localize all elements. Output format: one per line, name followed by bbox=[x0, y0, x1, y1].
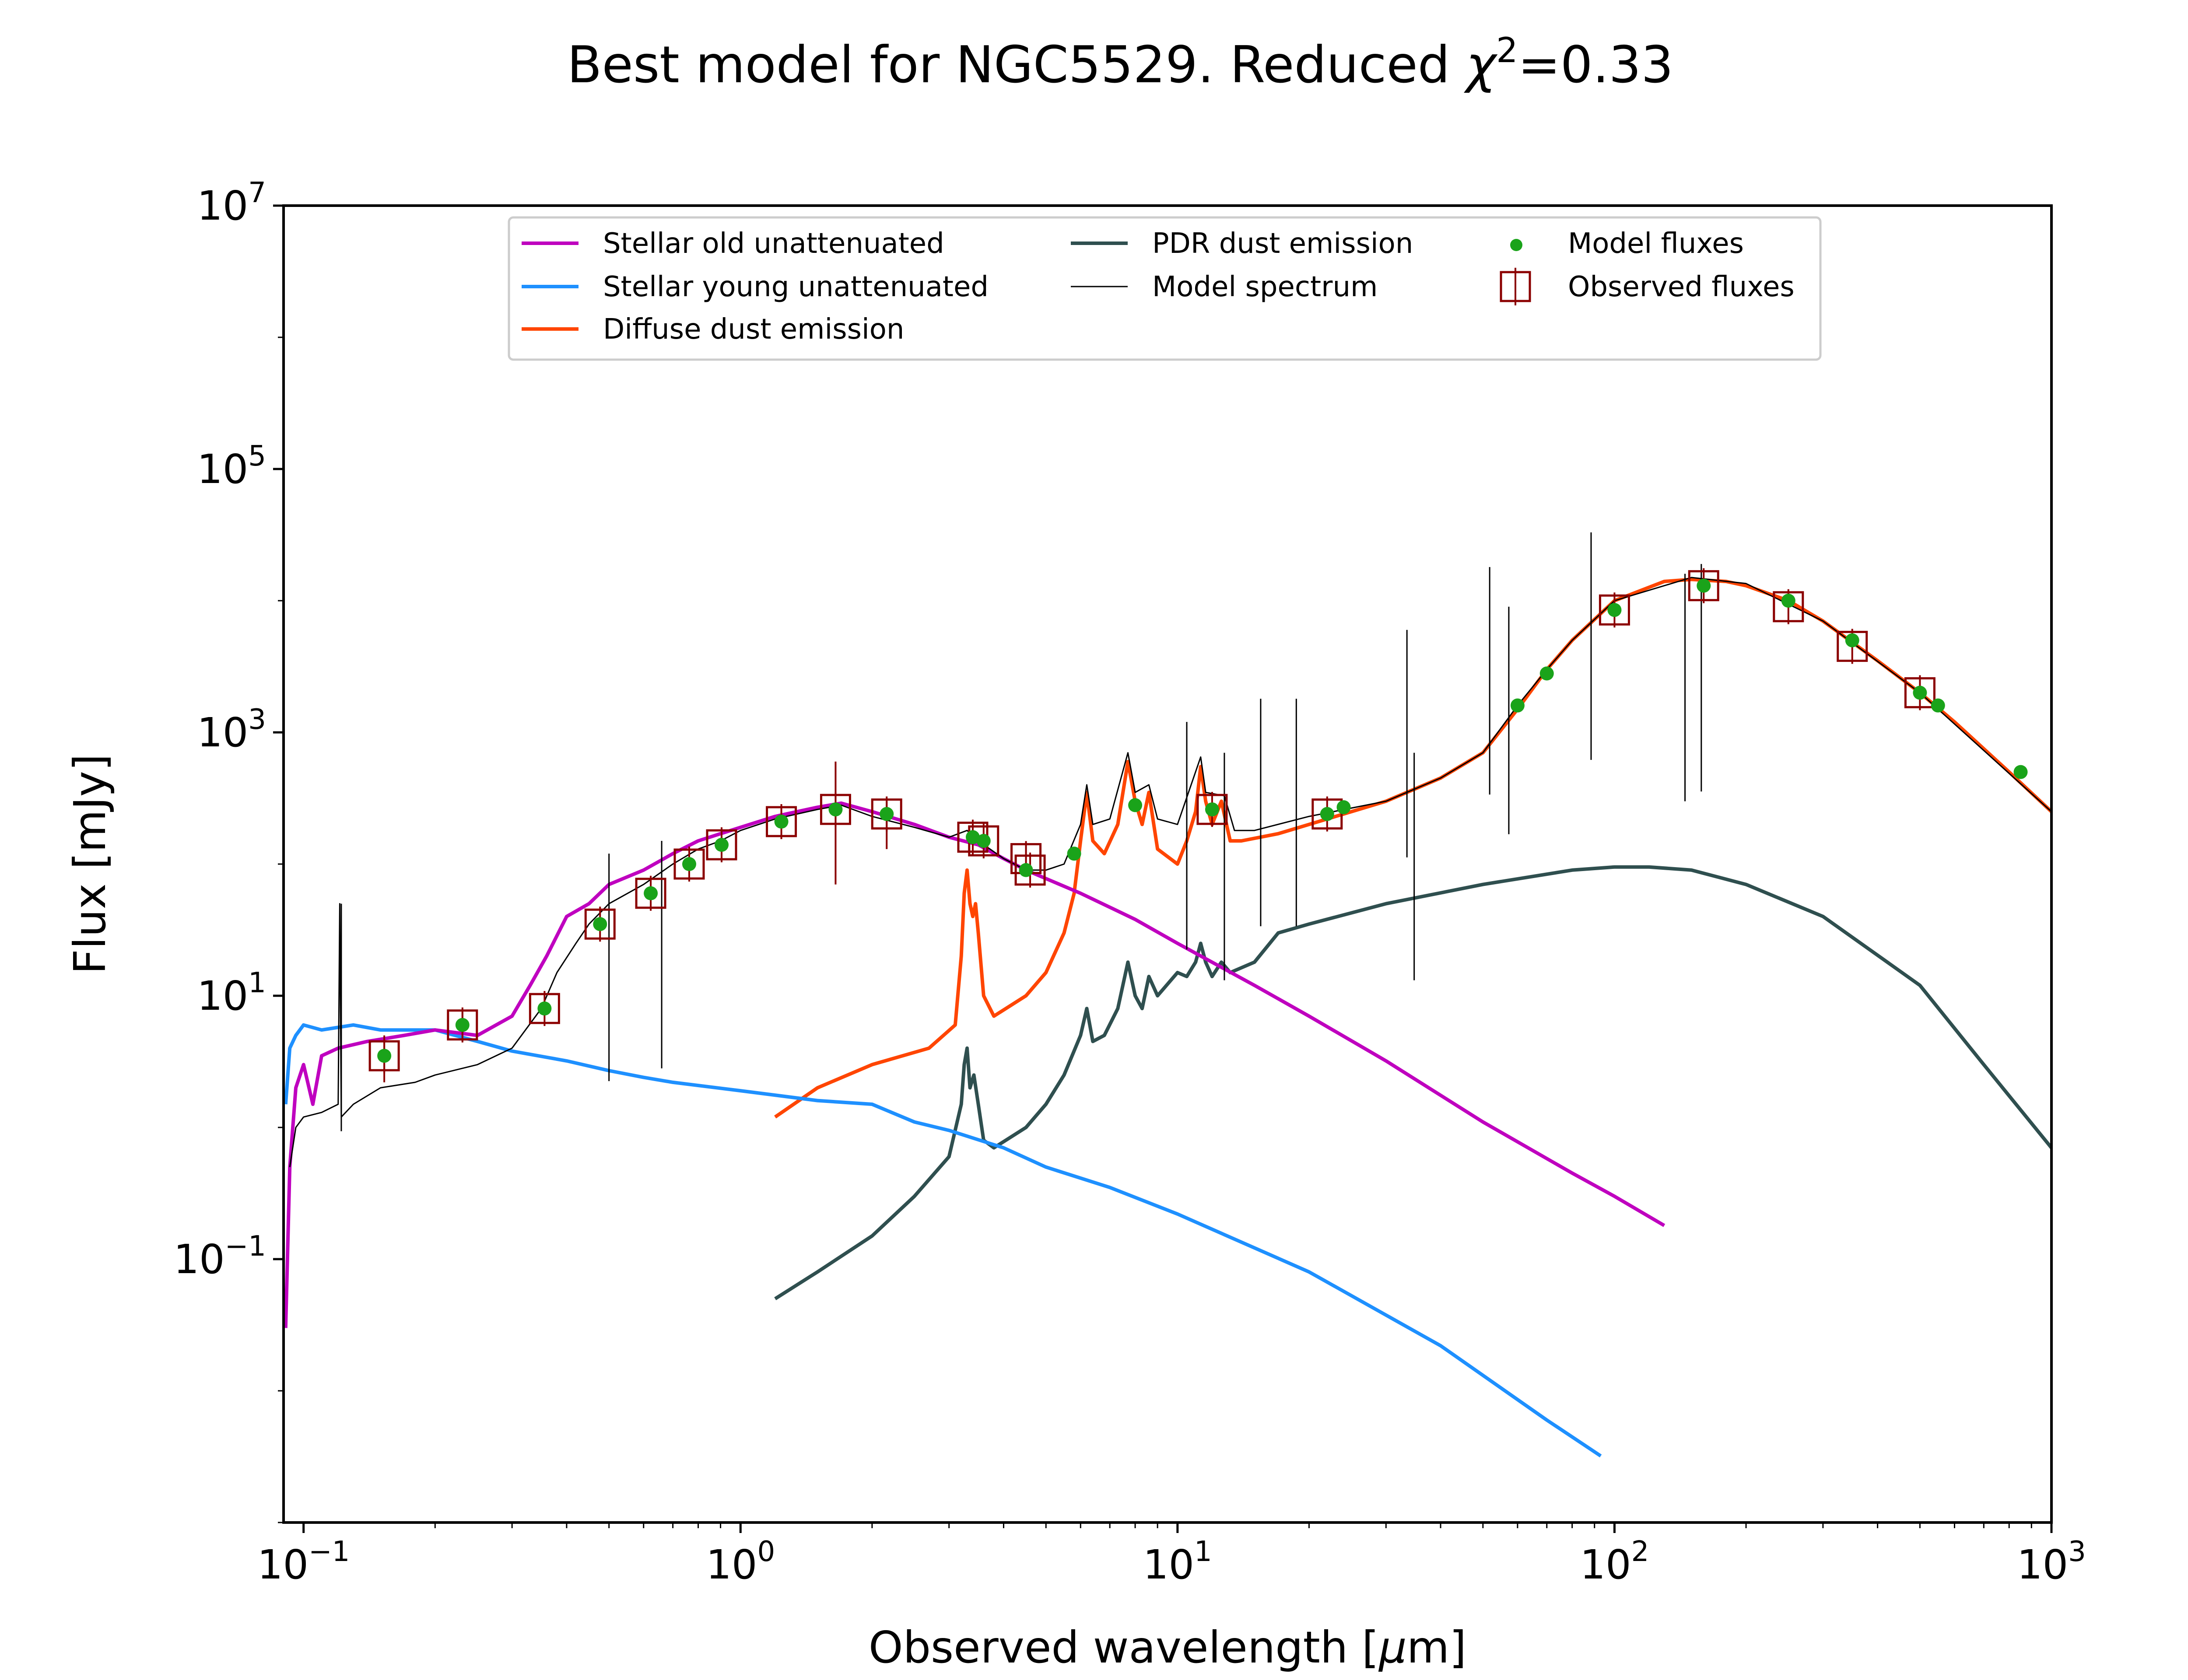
model-flux-point bbox=[1510, 698, 1525, 713]
model-flux-point bbox=[644, 886, 658, 900]
x-tick-label: 102 bbox=[1580, 1536, 1649, 1588]
model-flux-point bbox=[1128, 798, 1143, 812]
model-flux-point bbox=[377, 1049, 392, 1063]
legend-label-model-fluxes: Model fluxes bbox=[1568, 228, 1744, 260]
legend-label-stellar-old: Stellar old unattenuated bbox=[603, 228, 944, 260]
x-tick-label: 10−1 bbox=[257, 1536, 350, 1588]
model-flux-point bbox=[455, 1018, 470, 1032]
legend-label-model-spectrum: Model spectrum bbox=[1152, 271, 1378, 303]
plot-markers bbox=[368, 568, 2028, 1082]
model-flux-point bbox=[682, 857, 696, 871]
plot-series bbox=[284, 532, 2051, 1458]
legend-box bbox=[508, 216, 1822, 361]
model-flux-point bbox=[774, 815, 789, 829]
series-line-model-spectrum bbox=[289, 577, 2051, 1167]
model-flux-point bbox=[537, 1001, 552, 1016]
model-flux-point bbox=[1019, 863, 1033, 877]
model-flux-point bbox=[593, 917, 607, 931]
model-flux-point bbox=[1539, 666, 1554, 681]
model-flux-point bbox=[1320, 807, 1334, 821]
model-flux-point bbox=[1336, 800, 1351, 815]
y-tick-label: 105 bbox=[197, 440, 266, 493]
model-flux-point bbox=[1781, 594, 1795, 608]
y-tick-label: 103 bbox=[197, 704, 266, 756]
model-flux-point bbox=[1697, 578, 1711, 593]
legend-label-pdr-dust: PDR dust emission bbox=[1152, 228, 1413, 260]
x-tick-label: 103 bbox=[2017, 1536, 2086, 1588]
x-tick-label: 100 bbox=[706, 1536, 775, 1588]
model-flux-point bbox=[1913, 686, 1927, 700]
model-flux-point bbox=[1845, 633, 1859, 648]
model-flux-point bbox=[2013, 765, 2028, 779]
y-tick-label: 107 bbox=[197, 177, 266, 229]
model-flux-point bbox=[828, 802, 843, 817]
chart-title: Best model for NGC5529. Reduced χ2=0.33 bbox=[567, 31, 1673, 94]
model-flux-point bbox=[880, 807, 894, 821]
model-flux-point bbox=[714, 838, 729, 852]
model-flux-point bbox=[965, 830, 980, 844]
model-flux-point bbox=[1205, 802, 1219, 817]
legend: Stellar old unattenuated Stellar young u… bbox=[508, 216, 1822, 361]
y-axis-label: Flux [mJy] bbox=[64, 754, 116, 974]
series-line-pdr-dust-emission bbox=[774, 865, 2051, 1300]
y-tick-label: 10−1 bbox=[174, 1230, 266, 1283]
x-axis-label: Observed wavelength [μm] bbox=[869, 1622, 1466, 1673]
x-tick-label: 101 bbox=[1143, 1536, 1212, 1588]
legend-label-stellar-young: Stellar young unattenuated bbox=[603, 271, 989, 303]
series-line-stellar-old-unattenuated bbox=[284, 801, 1666, 1328]
model-flux-point bbox=[1607, 603, 1622, 617]
y-tick-label: 101 bbox=[197, 967, 266, 1019]
model-flux-point bbox=[1931, 698, 1945, 713]
legend-marker-model-fluxes bbox=[1510, 239, 1522, 251]
legend-label-diffuse-dust: Diffuse dust emission bbox=[603, 313, 904, 346]
model-flux-point bbox=[976, 833, 991, 848]
axis-ticks: 10−1 100 101 102 103 10−1 101 103 105 107 bbox=[174, 177, 2086, 1588]
model-flux-point bbox=[1067, 847, 1081, 861]
series-line-stellar-young-unattenuated bbox=[284, 1023, 1602, 1458]
legend-label-observed-fluxes: Observed fluxes bbox=[1568, 271, 1795, 303]
